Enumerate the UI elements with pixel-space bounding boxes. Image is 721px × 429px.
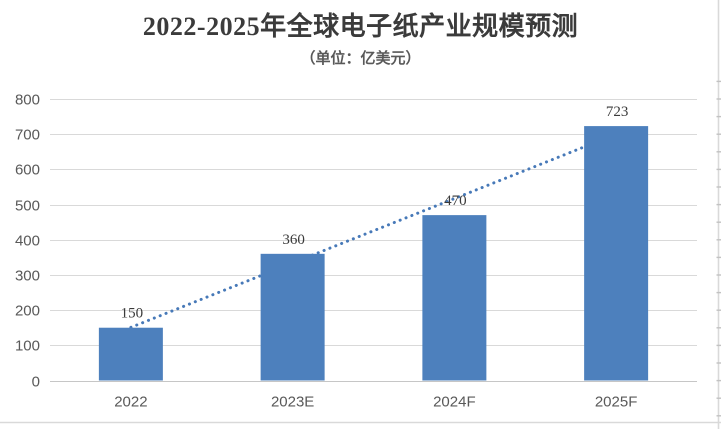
x-axis-category-label: 2022 xyxy=(114,394,147,411)
y-axis-tick-label: 700 xyxy=(15,127,40,144)
trendline-dotted xyxy=(129,132,618,329)
bar-2025F xyxy=(584,126,649,381)
y-axis-tick-label: 200 xyxy=(15,303,40,320)
bar-2022 xyxy=(98,327,163,381)
chart-title: 2022-2025年全球电子纸产业规模预测 xyxy=(142,12,579,41)
data-label-2022: 150 xyxy=(121,306,144,322)
y-axis-tick-label: 500 xyxy=(15,198,40,215)
x-axis-category-label: 2023E xyxy=(271,394,314,411)
x-axis-category-label: 2024F xyxy=(433,394,476,411)
data-label-2024F: 470 xyxy=(444,193,467,209)
y-axis-tick-label: 800 xyxy=(15,92,40,109)
bar-2024F xyxy=(422,215,487,381)
data-label-2023E: 360 xyxy=(282,232,305,248)
y-axis-tick-label: 600 xyxy=(15,162,40,179)
y-axis-tick-label: 400 xyxy=(15,233,40,250)
data-label-2025F: 723 xyxy=(606,104,629,120)
y-axis-tick-label: 100 xyxy=(15,338,40,355)
bar-2023E xyxy=(260,253,325,381)
x-axis-category-label: 2025F xyxy=(595,394,638,411)
chart-subtitle: （单位：亿美元） xyxy=(300,51,421,67)
y-axis-tick-label: 0 xyxy=(32,374,40,391)
y-axis-tick-label: 300 xyxy=(15,268,40,285)
